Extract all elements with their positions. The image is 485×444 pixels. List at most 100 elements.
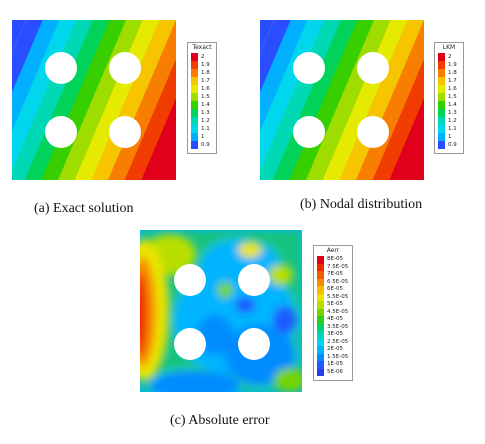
legend-swatch <box>317 323 324 331</box>
legend-swatch <box>438 101 445 109</box>
legend-swatch <box>317 301 324 309</box>
legend-swatch <box>438 117 445 125</box>
legend-label: 1E-05 <box>327 361 343 368</box>
legend-swatch <box>438 77 445 85</box>
legend-label: 5E-06 <box>327 368 343 375</box>
legend-swatch <box>191 85 198 93</box>
contour-plot-exact <box>12 20 176 180</box>
legend-swatch <box>191 133 198 141</box>
legend-swatch <box>317 278 324 286</box>
legend-label: 2E-05 <box>327 346 343 353</box>
legend-label: 1.4 <box>201 101 210 108</box>
legend-label: 1.2 <box>448 117 457 124</box>
legend-swatch <box>317 361 324 369</box>
legend-label: 3.5E-05 <box>327 323 349 330</box>
legend-swatch <box>317 308 324 316</box>
hole <box>174 328 206 360</box>
legend-label: 0.9 <box>201 141 210 148</box>
legend-label: 7.5E-05 <box>327 263 349 270</box>
legend-swatch <box>317 263 324 271</box>
legend-swatch <box>317 346 324 354</box>
legend-label: 1.4 <box>448 101 457 108</box>
legend-label: 3E-05 <box>327 331 343 338</box>
legend-label: 2 <box>201 53 205 60</box>
legend-exact: Texact 2 1.9 1.8 1.7 1.6 1.5 1.4 1.3 1.2 1.1 1 0.9 <box>187 42 217 154</box>
legend-label: 1 <box>201 133 205 140</box>
hole <box>293 116 325 148</box>
contour-band <box>272 20 359 180</box>
contour-plot-error <box>140 230 302 392</box>
legend-title: Texact <box>192 44 212 51</box>
hole <box>357 52 389 84</box>
legend-label: 1.3 <box>201 109 210 116</box>
panel-exact-solution: Texact 2 1.9 1.8 1.7 1.6 1.5 1.4 1.3 1.2 1.1 1 0.9 … <box>0 0 240 220</box>
legend-label: 1.3 <box>448 109 457 116</box>
hole <box>45 116 77 148</box>
legend-swatch <box>438 85 445 93</box>
legend-label: 7E-05 <box>327 271 343 278</box>
legend-swatch <box>317 271 324 279</box>
legend-swatch <box>317 256 324 264</box>
hole <box>293 52 325 84</box>
legend-label: 5.5E-05 <box>327 293 349 300</box>
contour-band <box>24 20 111 180</box>
legend-swatch <box>317 286 324 294</box>
legend-swatch <box>438 109 445 117</box>
legend-swatch <box>438 69 445 77</box>
legend-label: 6E-05 <box>327 286 343 293</box>
legend-title: Aerr <box>326 247 340 254</box>
legend-label: 1.5 <box>201 93 210 100</box>
legend-swatch <box>438 133 445 141</box>
legend-label: 1.8 <box>448 69 457 76</box>
legend-label: 1.6 <box>201 85 210 92</box>
legend-label: 1.7 <box>448 77 457 84</box>
legend-swatch <box>191 93 198 101</box>
legend-swatch <box>317 331 324 339</box>
caption-c: (c) Absolute error <box>170 413 270 428</box>
legend-swatch <box>317 293 324 301</box>
legend-swatch <box>191 125 198 133</box>
legend-swatch <box>438 61 445 69</box>
legend-swatch <box>317 338 324 346</box>
legend-swatch <box>317 316 324 324</box>
legend-swatch <box>191 77 198 85</box>
legend-swatch <box>438 53 445 61</box>
legend-label: 2 <box>448 53 452 60</box>
legend-label: 4E-05 <box>327 316 343 323</box>
legend-swatch <box>191 53 198 61</box>
legend-label: 1.9 <box>201 61 210 68</box>
legend-label: 4.5E-05 <box>327 308 349 315</box>
legend-title: LKM <box>442 44 456 51</box>
contour-band <box>124 59 176 180</box>
panel-nodal-distribution: LKM 2 1.9 1.8 1.7 1.6 1.5 1.4 1.3 1.2 1.1 1 0.9 (b)… <box>248 0 485 220</box>
contour-plot-lkm <box>260 20 424 180</box>
hole <box>45 52 77 84</box>
legend-swatch <box>191 61 198 69</box>
legend-swatch <box>191 109 198 117</box>
contour-band <box>158 137 176 180</box>
hole <box>174 264 206 296</box>
legend-label: 1.1 <box>448 125 457 132</box>
legend-label: 5E-05 <box>327 301 343 308</box>
legend-swatch <box>438 141 445 149</box>
legend-swatch <box>191 69 198 77</box>
legend-label: 1.5 <box>448 93 457 100</box>
legend-label: 8E-05 <box>327 256 343 263</box>
legend-swatch <box>191 101 198 109</box>
legend-label: 0.9 <box>448 141 457 148</box>
legend-swatch <box>438 93 445 101</box>
caption-b: (b) Nodal distribution <box>300 197 423 212</box>
hole <box>238 264 270 296</box>
legend-label: 1.9 <box>448 61 457 68</box>
legend-lkm: LKM 2 1.9 1.8 1.7 1.6 1.5 1.4 1.3 1.2 1.1 1 0.9 <box>434 42 464 154</box>
hole <box>238 328 270 360</box>
legend-label: 6.5E-05 <box>327 278 349 285</box>
legend-swatch <box>191 117 198 125</box>
legend-swatch <box>438 125 445 133</box>
legend-swatch <box>191 141 198 149</box>
hole <box>109 116 141 148</box>
contour-band <box>406 137 424 180</box>
legend-aerr: Aerr 8E-05 7.5E-05 7E-05 6.5E-05 6E-05 5.5E-0… <box>313 245 353 381</box>
panel-absolute-error: Aerr 8E-05 7.5E-05 7E-05 6.5E-05 6E-05 5.5E-0… <box>130 225 360 444</box>
legend-label: 2.5E-05 <box>327 338 349 345</box>
